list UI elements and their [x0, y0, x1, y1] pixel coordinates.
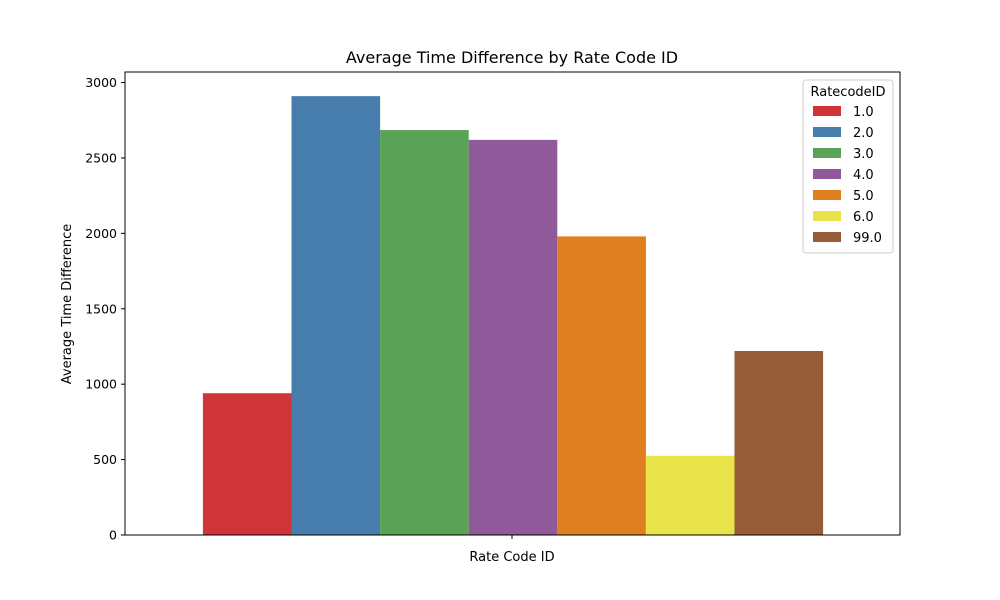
y-tick-label: 1500	[85, 301, 117, 316]
y-tick-label: 0	[109, 528, 117, 543]
bar-ratecode-3-0	[380, 130, 469, 535]
y-axis-ticks: 0 500 1000 1500 2000 2500 3000	[85, 75, 125, 543]
chart-title: Average Time Difference by Rate Code ID	[346, 48, 678, 67]
legend-swatch	[813, 190, 841, 200]
bar-ratecode-6-0	[645, 455, 735, 535]
legend-swatch	[813, 106, 841, 116]
legend-swatch	[813, 211, 841, 221]
legend-label: 99.0	[853, 231, 882, 246]
legend-swatch	[813, 232, 841, 242]
legend-title: RatecodeID	[810, 85, 885, 100]
bar-ratecode-99-0	[734, 351, 824, 535]
legend-label: 2.0	[853, 126, 874, 141]
y-tick-label: 1000	[85, 377, 117, 392]
y-tick-label: 2500	[85, 150, 117, 165]
legend-swatch	[813, 169, 841, 179]
y-tick-label: 500	[93, 452, 117, 467]
bar-ratecode-4-0	[468, 139, 558, 535]
legend-swatch	[813, 127, 841, 137]
y-axis-label: Average Time Difference	[60, 224, 75, 384]
legend: RatecodeID 1.0 2.0 3.0 4.0 5.0 6.0 99.0	[802, 79, 894, 254]
bar-ratecode-2-0	[291, 96, 381, 535]
legend-swatch	[813, 148, 841, 158]
legend-label: 6.0	[853, 210, 874, 225]
legend-label: 1.0	[853, 105, 874, 120]
y-tick-label: 2000	[85, 226, 117, 241]
bars-layer	[202, 96, 824, 535]
y-tick-label: 3000	[85, 75, 117, 90]
legend-frame	[802, 79, 894, 254]
bar-ratecode-1-0	[202, 393, 292, 535]
x-axis-label: Rate Code ID	[469, 550, 554, 565]
legend-label: 3.0	[853, 147, 874, 162]
legend-label: 4.0	[853, 168, 874, 183]
bar-ratecode-5-0	[557, 236, 646, 535]
legend-label: 5.0	[853, 189, 874, 204]
